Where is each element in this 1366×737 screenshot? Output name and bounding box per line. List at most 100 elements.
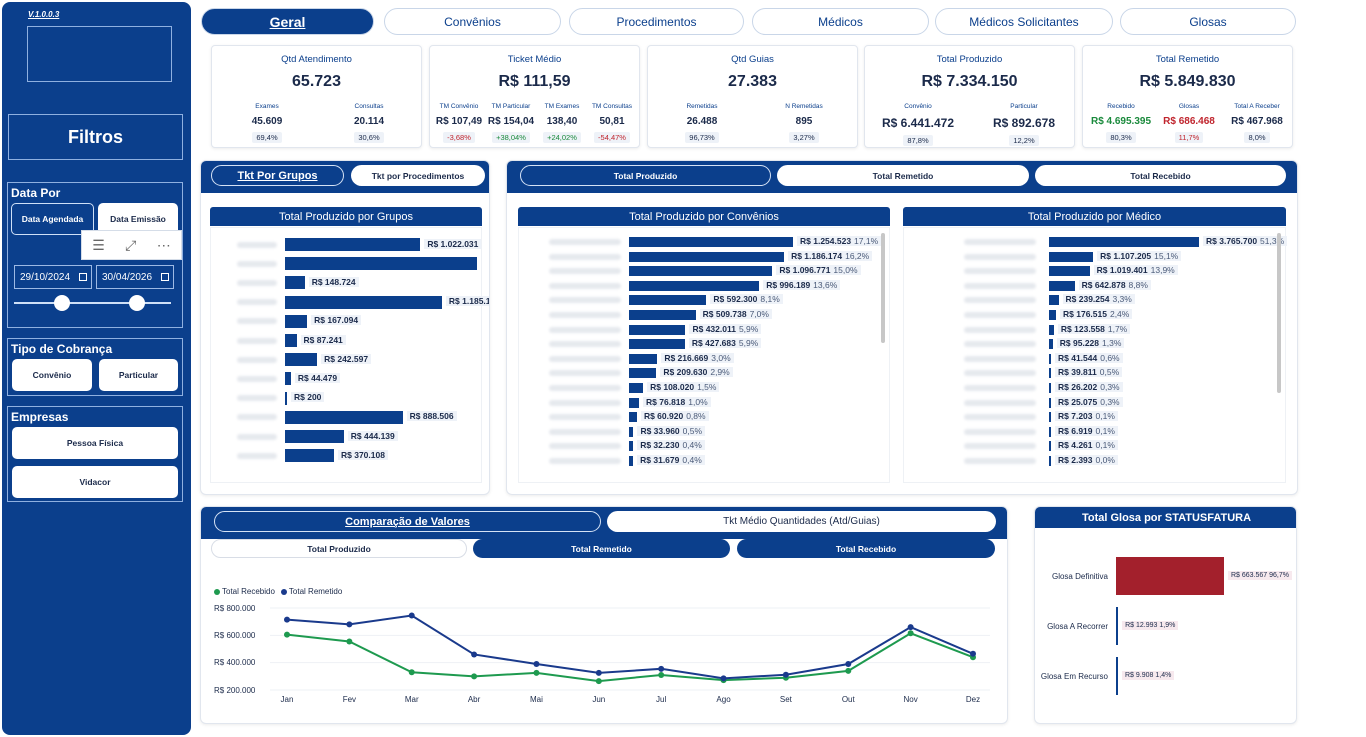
bar-value-label: R$ 642.878 8,8%: [1078, 279, 1151, 290]
date-slider-track[interactable]: [14, 302, 171, 304]
kpi-sub-pct: +24,02%: [543, 132, 581, 143]
bar[interactable]: [1049, 324, 1054, 335]
filter-icon[interactable]: ☰: [92, 236, 105, 253]
bar[interactable]: [1049, 412, 1051, 423]
category-label: [237, 375, 277, 382]
bar[interactable]: [1049, 237, 1199, 247]
bar[interactable]: [285, 314, 308, 328]
focus-mode-icon[interactable]: ⤢: [125, 236, 137, 253]
bar[interactable]: [629, 412, 637, 423]
date-slider-start-handle[interactable]: [54, 295, 70, 311]
segment-total-produzido[interactable]: Total Produzido: [211, 539, 467, 558]
bar[interactable]: [629, 237, 793, 247]
bar-pct: 0,4%: [682, 455, 702, 465]
bar[interactable]: [285, 372, 291, 386]
bar[interactable]: [629, 368, 657, 379]
y-tick-label: R$ 200.000: [214, 686, 256, 695]
bar[interactable]: [629, 295, 707, 306]
bar[interactable]: [285, 353, 318, 367]
calendar-icon[interactable]: [161, 273, 169, 281]
kpi-title: Qtd Guias: [731, 54, 774, 65]
scrollbar[interactable]: [1277, 233, 1281, 393]
bar[interactable]: [285, 334, 297, 347]
bar[interactable]: [1049, 368, 1051, 379]
bar[interactable]: [285, 295, 442, 309]
bar[interactable]: [629, 441, 634, 452]
tab-total-remetido[interactable]: Total Remetido: [777, 165, 1029, 186]
bar[interactable]: [285, 391, 287, 405]
tab-procedimentos[interactable]: Procedimentos: [569, 8, 744, 35]
bar-value: R$ 370.108: [341, 449, 385, 460]
bar[interactable]: [285, 410, 403, 424]
bar[interactable]: [629, 383, 644, 393]
category-label: [549, 385, 621, 391]
bar[interactable]: [629, 456, 634, 466]
bar[interactable]: [629, 310, 696, 320]
start-date-field[interactable]: 29/10/2024: [14, 265, 92, 289]
tab-total-recebido[interactable]: Total Recebido: [1035, 165, 1286, 186]
more-options-icon[interactable]: ⋯: [156, 236, 171, 253]
tab-convenios[interactable]: Convênios: [384, 8, 561, 35]
logo-placeholder: [27, 26, 172, 82]
tab-tkt-por-procedimentos[interactable]: Tkt por Procedimentos: [351, 165, 485, 186]
tab-glosas[interactable]: Glosas: [1120, 8, 1296, 35]
bar-value-label: R$ 1.019.401 13,9%: [1093, 265, 1178, 276]
date-slider-end-handle[interactable]: [129, 295, 145, 311]
bar[interactable]: [1049, 251, 1094, 262]
bar[interactable]: [285, 257, 477, 271]
bar[interactable]: [629, 426, 634, 437]
bar[interactable]: [1049, 426, 1051, 437]
bar-value-label: R$ 6.919 0,1%: [1055, 425, 1118, 436]
scrollbar[interactable]: [881, 233, 885, 343]
end-date-field[interactable]: 30/04/2026: [96, 265, 174, 289]
bar[interactable]: [285, 449, 334, 463]
bar[interactable]: [1049, 397, 1051, 408]
particular-filter-button[interactable]: Particular: [99, 359, 178, 391]
bar[interactable]: [1049, 441, 1051, 452]
tab-geral[interactable]: Geral: [201, 8, 374, 35]
bar[interactable]: [285, 238, 421, 251]
tab-tkt-medio-quantidades[interactable]: Tkt Médio Quantidades (Atd/Guias): [607, 511, 996, 532]
tab-medicos-solicitantes[interactable]: Médicos Solicitantes: [935, 8, 1113, 35]
convenio-filter-button[interactable]: Convênio: [12, 359, 92, 391]
bar[interactable]: [629, 339, 685, 350]
bar[interactable]: [285, 276, 305, 290]
bar[interactable]: [629, 353, 658, 364]
kpi-sub-label: TM Convênio: [439, 103, 479, 110]
bar[interactable]: [1049, 383, 1051, 393]
bar[interactable]: [1049, 339, 1053, 350]
bar[interactable]: [1049, 456, 1051, 466]
bar[interactable]: [1049, 266, 1090, 277]
bar[interactable]: [1049, 310, 1057, 320]
bar-value: R$ 592.300: [713, 294, 758, 305]
bar[interactable]: [285, 430, 344, 443]
bar[interactable]: [1049, 353, 1051, 364]
bar[interactable]: [629, 266, 773, 277]
bar[interactable]: [629, 280, 760, 291]
tab-comparacao-valores[interactable]: Comparação de Valores: [214, 511, 601, 532]
category-label: [237, 452, 277, 459]
bar-value: R$ 148.724: [311, 276, 356, 287]
pessoa-fisica-button[interactable]: Pessoa Física: [12, 427, 178, 459]
bar-value: R$ 239.254: [1065, 294, 1110, 305]
bar-value-label: R$ 123.558 1,7%: [1057, 323, 1131, 334]
bar[interactable]: [1049, 295, 1059, 306]
vidacor-button[interactable]: Vidacor: [12, 466, 178, 498]
tab-tkt-por-grupos[interactable]: Tkt Por Grupos: [211, 165, 344, 186]
glosa-bar[interactable]: [1116, 657, 1118, 695]
tab-total-produzido[interactable]: Total Produzido: [520, 165, 771, 186]
bar[interactable]: [629, 251, 785, 262]
calendar-icon[interactable]: [79, 273, 87, 281]
bar[interactable]: [629, 324, 686, 335]
tab-medicos[interactable]: Médicos: [752, 8, 929, 35]
kpi-title: Qtd Atendimento: [281, 54, 352, 65]
data-agendada-button[interactable]: Data Agendada: [11, 203, 94, 235]
segment-total-recebido[interactable]: Total Recebido: [737, 539, 995, 558]
bar-pct: 8,8%: [1128, 279, 1148, 290]
glosa-bar[interactable]: [1116, 557, 1224, 595]
segment-total-remetido[interactable]: Total Remetido: [473, 539, 730, 558]
bar[interactable]: [629, 397, 640, 408]
data-emissao-button[interactable]: Data Emissão: [98, 203, 178, 235]
bar[interactable]: [1049, 280, 1075, 291]
glosa-bar[interactable]: [1116, 607, 1119, 645]
